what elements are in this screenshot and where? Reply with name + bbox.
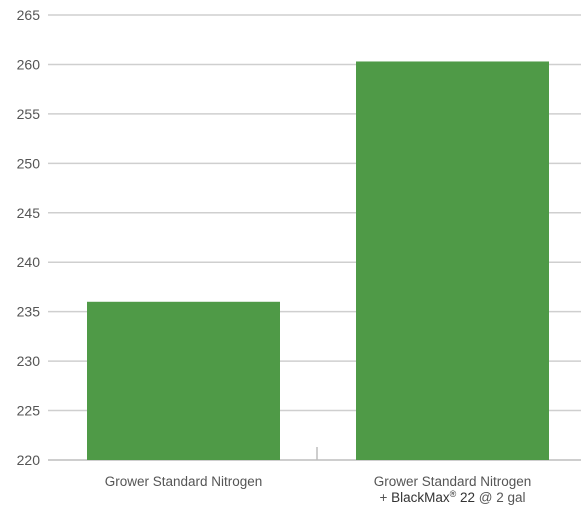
y-tick-label-220: 220 [17, 452, 41, 468]
x-category-label-2-line-2: + BlackMax® 22 @ 2 gal [379, 489, 525, 505]
y-tick-label-260: 260 [17, 56, 41, 72]
bars [87, 61, 549, 460]
label-part-4: @ 2 gal [475, 490, 525, 505]
bar-1 [87, 301, 280, 460]
label-part-1: BlackMax [391, 490, 450, 505]
x-category-label-2-line-1: Grower Standard Nitrogen [374, 474, 532, 489]
x-axis-labels: Grower Standard Nitrogen Grower Standard … [105, 474, 532, 505]
label-part-0: + [379, 490, 391, 505]
bar-2 [356, 61, 549, 460]
label-part-2: ® [450, 489, 457, 499]
y-tick-label-245: 245 [17, 205, 41, 221]
y-tick-label-255: 255 [17, 106, 41, 122]
x-category-label-1-line-1: Grower Standard Nitrogen [105, 474, 263, 489]
y-tick-label-265: 265 [17, 7, 41, 23]
y-tick-label-230: 230 [17, 353, 41, 369]
y-axis-ticks: 220 225 230 235 240 245 250 255 260 265 [17, 7, 41, 468]
y-tick-label-250: 250 [17, 155, 41, 171]
y-tick-label-240: 240 [17, 254, 41, 270]
y-tick-label-225: 225 [17, 403, 41, 419]
label-part-3: 22 [456, 490, 475, 505]
y-tick-label-235: 235 [17, 304, 41, 320]
